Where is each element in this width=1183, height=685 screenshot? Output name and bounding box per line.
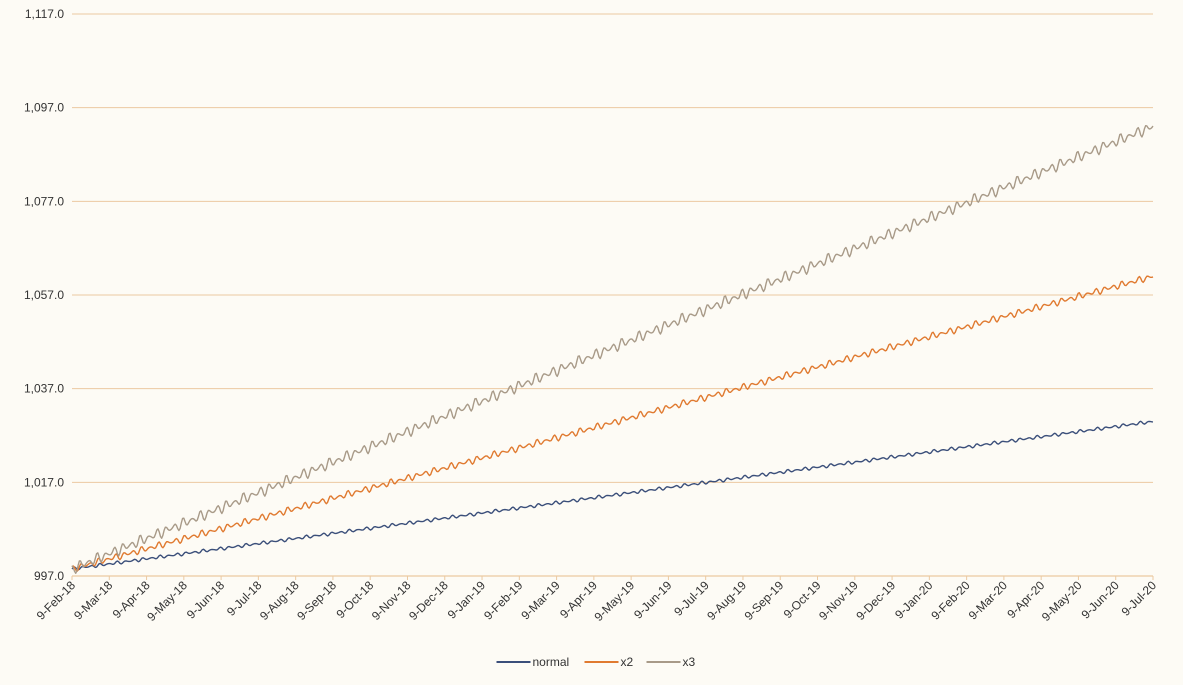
x-tick-label: 9-Jun-19 — [631, 578, 675, 622]
x-axis-ticks: 9-Feb-189-Mar-189-Apr-189-May-189-Jun-18… — [34, 576, 1160, 624]
legend-label-normal: normal — [533, 655, 570, 669]
x-tick-label: 9-Nov-18 — [369, 578, 414, 623]
x-tick-label: 9-May-19 — [592, 578, 638, 624]
x-tick-label: 9-Feb-20 — [928, 578, 973, 623]
x-tick-label: 9-Feb-19 — [481, 578, 526, 623]
x-tick-label: 9-May-20 — [1039, 578, 1085, 624]
y-tick-label: 1,037.0 — [24, 382, 64, 396]
x-tick-label: 9-Jan-19 — [445, 578, 489, 622]
x-tick-label: 9-Mar-20 — [966, 578, 1011, 623]
x-tick-label: 9-May-18 — [144, 578, 190, 624]
y-tick-label: 1,057.0 — [24, 288, 64, 302]
x-tick-label: 9-Jan-20 — [892, 578, 936, 622]
x-tick-label: 9-Aug-19 — [704, 578, 749, 623]
y-axis-ticks: 997.0 1,017.0 1,037.0 1,057.0 1,077.0 1,097.0… — [24, 7, 64, 583]
y-tick-label: 1,077.0 — [24, 194, 64, 208]
x-tick-label: 9-Feb-18 — [34, 578, 79, 623]
y-tick-label: 1,097.0 — [24, 101, 64, 115]
legend-label-x2: x2 — [621, 655, 634, 669]
x-tick-label: 9-Mar-19 — [518, 578, 563, 623]
y-tick-label: 1,017.0 — [24, 475, 64, 489]
series-line-x2 — [71, 275, 1154, 573]
x-tick-label: 9-Jun-20 — [1078, 578, 1122, 622]
x-tick-label: 9-Nov-19 — [816, 578, 861, 623]
legend-label-x3: x3 — [683, 655, 696, 669]
gridlines — [72, 13, 1153, 483]
series-line-x3 — [71, 125, 1154, 574]
y-tick-label: 997.0 — [34, 569, 64, 583]
x-tick-label: 9-Mar-18 — [71, 578, 116, 623]
legend: normal x2 x3 — [496, 655, 696, 669]
x-tick-label: 9-Aug-18 — [257, 578, 302, 623]
series-lines — [71, 125, 1154, 574]
y-tick-label: 1,117.0 — [25, 7, 64, 21]
x-tick-label: 9-Jul-20 — [1119, 578, 1160, 619]
x-tick-label: 9-Sep-19 — [742, 578, 787, 623]
x-tick-label: 9-Dec-18 — [406, 578, 451, 623]
x-tick-label: 9-Dec-19 — [853, 578, 898, 623]
x-tick-label: 9-Sep-18 — [294, 578, 339, 623]
series-line-normal — [71, 420, 1154, 571]
x-tick-label: 9-Jun-18 — [184, 578, 228, 622]
